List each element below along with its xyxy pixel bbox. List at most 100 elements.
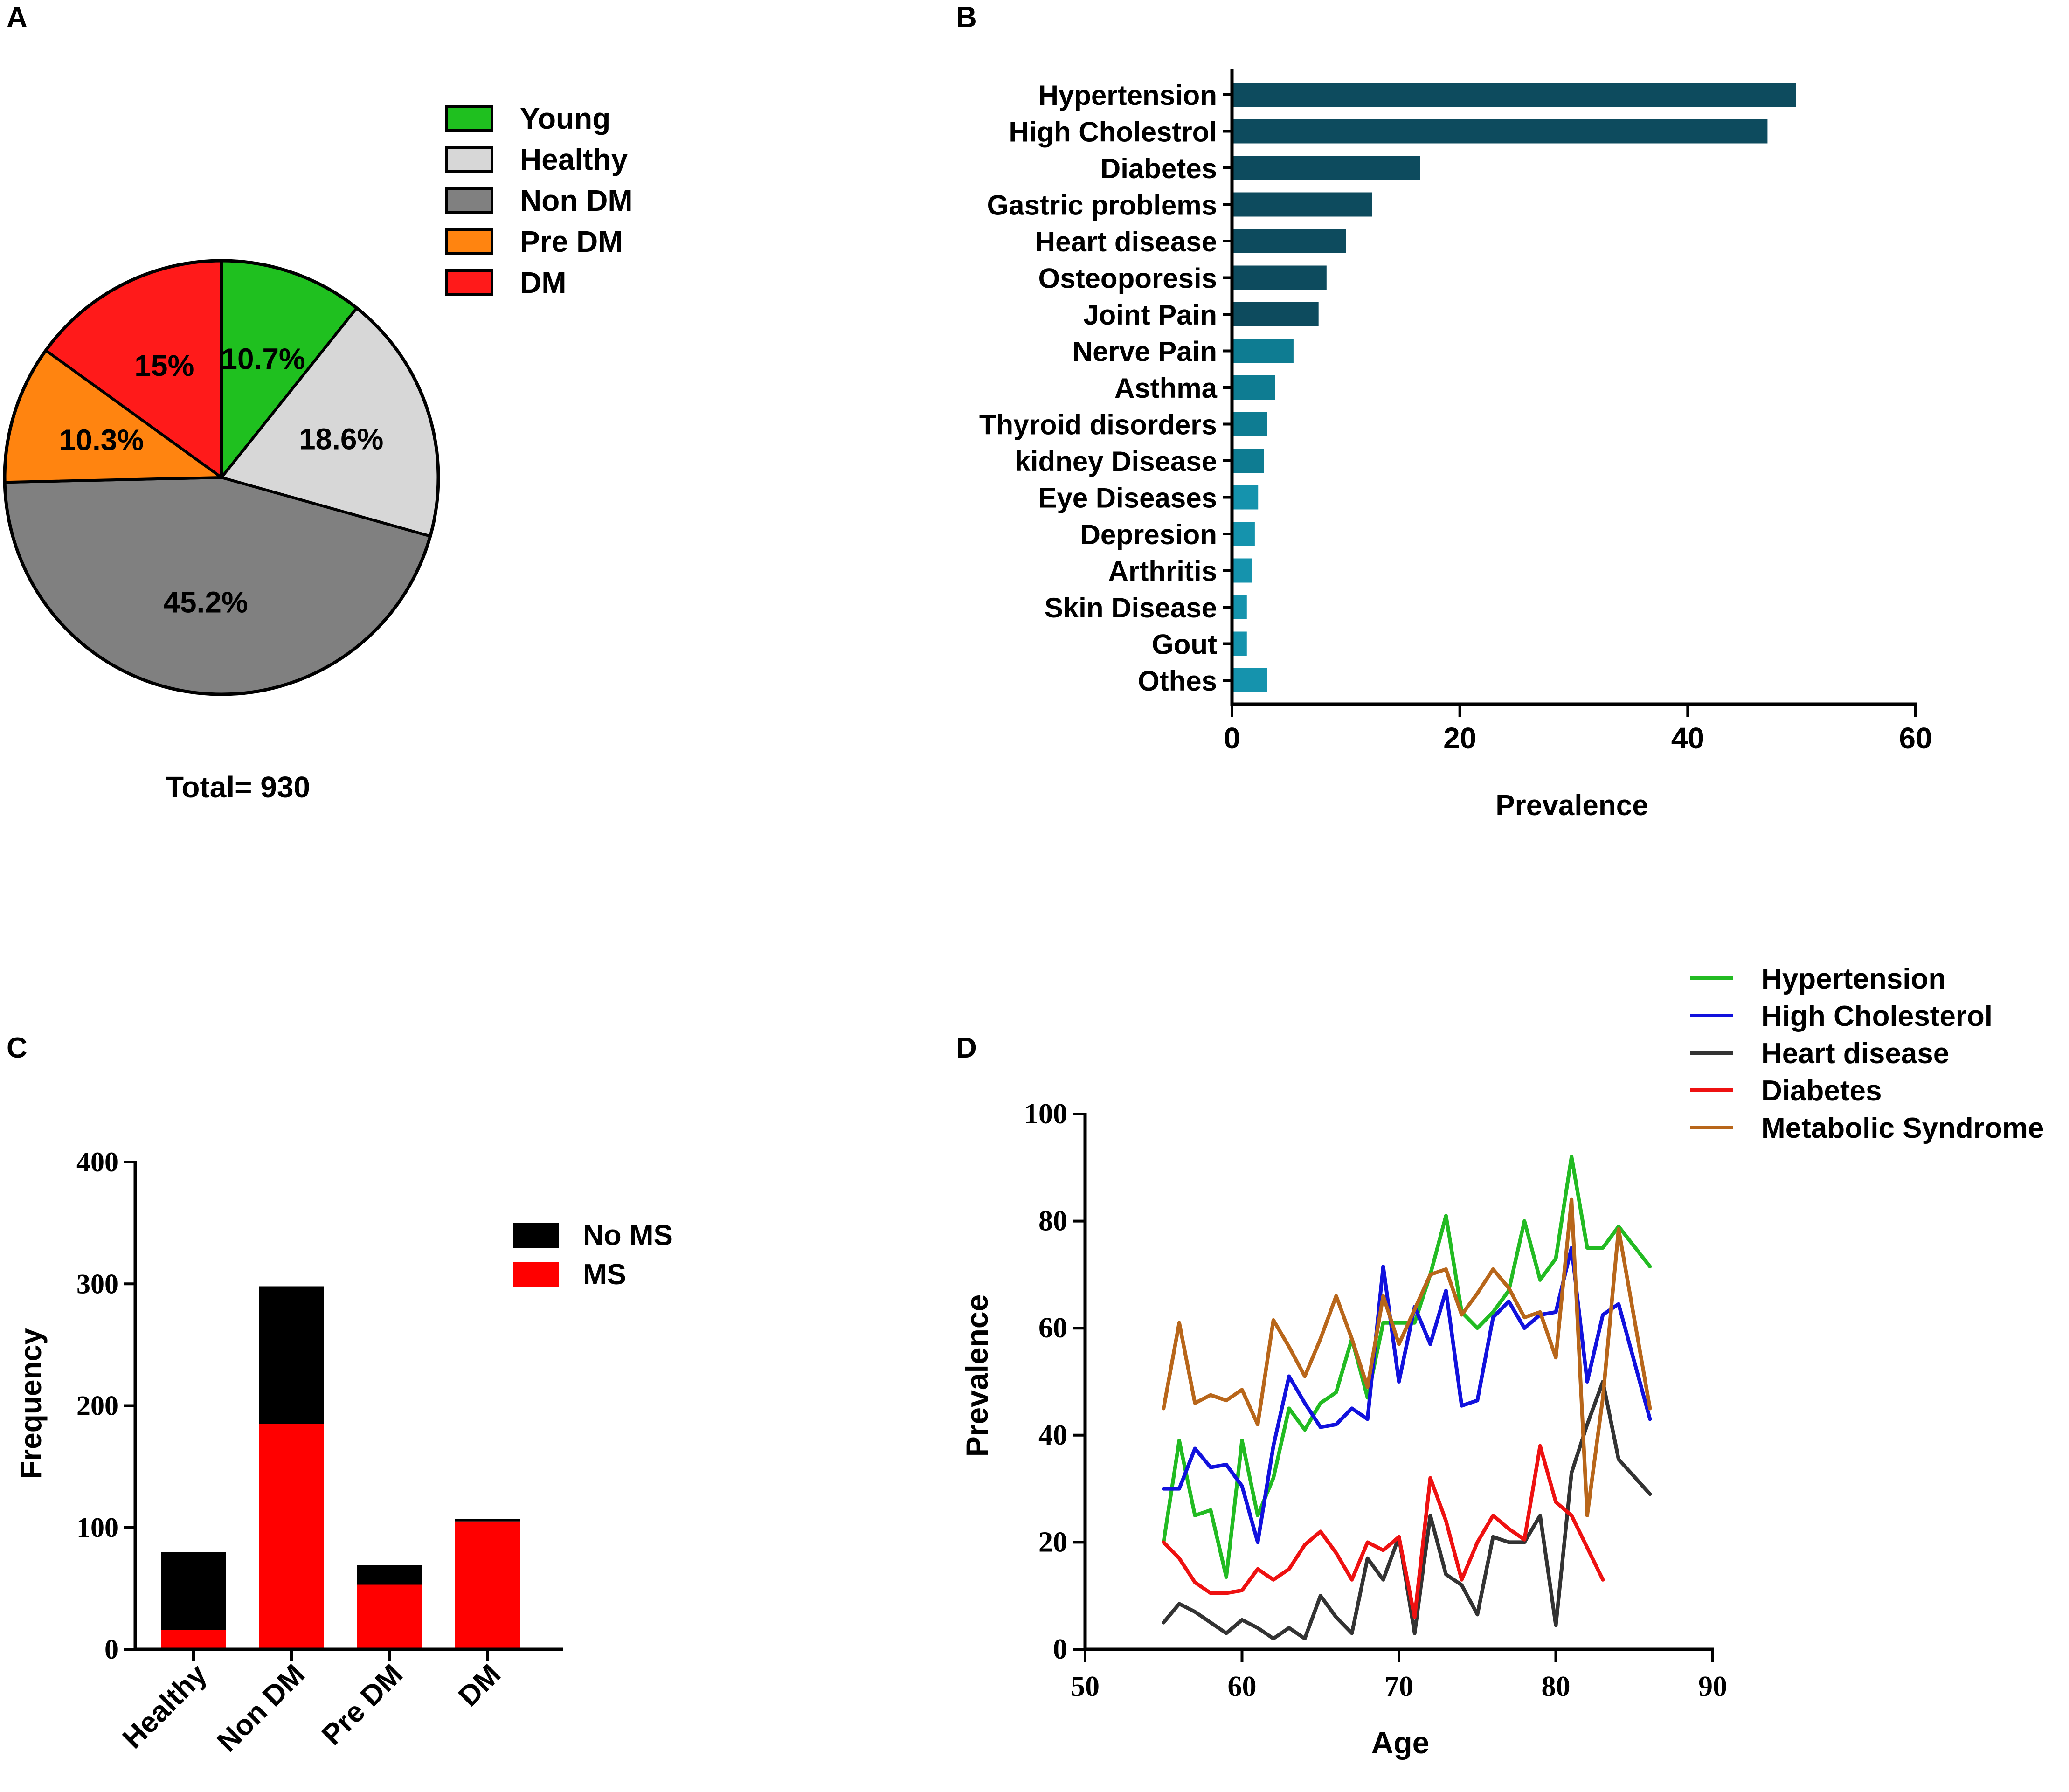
d-y-tick-label: 100 xyxy=(1024,1098,1067,1130)
legend-swatch xyxy=(445,105,493,132)
pie-total-label: Total= 930 xyxy=(166,770,310,804)
d-x-tick-label: 70 xyxy=(1384,1671,1413,1702)
b-category-label: Heart disease xyxy=(1035,226,1217,257)
b-x-axis-label: Prevalence xyxy=(1495,789,1648,822)
b-category-label: Gout xyxy=(1152,629,1217,660)
b-bar xyxy=(1232,229,1346,253)
pie-labels: 10.7% 18.6% 45.2% 10.3% 15% xyxy=(59,342,384,619)
d-y-tick-label: 80 xyxy=(1038,1205,1067,1237)
d-legend-label: High Cholesterol xyxy=(1761,1000,1993,1032)
panel-label-d: D xyxy=(956,1032,977,1064)
b-bar xyxy=(1232,522,1255,546)
d-legend-label: Hypertension xyxy=(1761,963,1946,995)
b-category-label: Hypertension xyxy=(1038,80,1217,111)
c-y-tick-label: 0 xyxy=(104,1634,118,1665)
pie-slice-label: 10.3% xyxy=(59,423,144,457)
panel-a-pie-chart: 10.7% 18.6% 45.2% 10.3% 15% Young Healthy Non … xyxy=(3,102,633,804)
b-category-label: Thyroid disorders xyxy=(979,409,1217,441)
b-bar xyxy=(1232,631,1247,656)
panel-b-bar-chart: Hypertension High Cholestrol Diabetes Gastr… xyxy=(979,69,1932,822)
d-legend-label: Diabetes xyxy=(1761,1075,1882,1107)
d-series-line-diabetes xyxy=(1162,1444,1605,1619)
d-x-tick-label: 90 xyxy=(1698,1671,1727,1702)
d-x-axis-label: Age xyxy=(1371,1725,1430,1760)
c-bar-ms xyxy=(455,1521,520,1649)
c-y-tick-label: 100 xyxy=(76,1512,118,1543)
b-bar xyxy=(1232,156,1420,180)
legend-label: DM xyxy=(520,266,567,299)
c-bar-no-ms xyxy=(161,1552,226,1630)
pie-slice-label: 45.2% xyxy=(163,586,248,619)
b-x-tick-label: 20 xyxy=(1443,721,1476,755)
b-category-label: Gastric problems xyxy=(987,190,1217,221)
d-legend-label: Metabolic Syndrome xyxy=(1761,1112,2044,1144)
b-category-label: Joint Pain xyxy=(1083,299,1217,331)
b-category-label: Arthritis xyxy=(1108,556,1217,587)
c-y-tick-label: 200 xyxy=(76,1391,118,1421)
d-y-tick-label: 40 xyxy=(1038,1419,1067,1451)
d-y-tick-label: 20 xyxy=(1038,1526,1067,1558)
panel-label-b: B xyxy=(956,1,977,34)
d-x-tick-label: 50 xyxy=(1071,1671,1100,1702)
b-category-label: Osteoporesis xyxy=(1038,263,1217,294)
pie-legend: Young Healthy Non DM Pre DM DM xyxy=(445,102,633,299)
b-bar xyxy=(1232,83,1796,107)
b-bar xyxy=(1232,375,1275,400)
b-category-label: Skin Disease xyxy=(1045,592,1217,623)
c-legend: No MS MS xyxy=(513,1219,673,1291)
b-category-label: Nerve Pain xyxy=(1073,336,1217,367)
b-category-label: High Cholestrol xyxy=(1009,117,1217,148)
legend-swatch xyxy=(445,146,493,173)
legend-swatch xyxy=(445,228,493,255)
b-category-label: Depresion xyxy=(1080,519,1217,550)
c-y-axis-label: Frequency xyxy=(14,1328,48,1479)
panel-label-c: C xyxy=(7,1032,28,1064)
c-bar-ms xyxy=(357,1584,422,1649)
d-lines xyxy=(1162,1155,1652,1640)
d-legend-label: Heart disease xyxy=(1761,1038,1949,1070)
b-bar xyxy=(1232,668,1267,692)
legend-swatch xyxy=(445,269,493,296)
b-category-label: Asthma xyxy=(1114,373,1218,404)
c-y-tick-label: 300 xyxy=(76,1268,118,1299)
d-legend: Hypertension High Cholesterol Heart diseas… xyxy=(1690,963,2044,1144)
b-bar xyxy=(1232,265,1327,290)
b-bars xyxy=(1232,83,1796,692)
c-bar-no-ms xyxy=(259,1286,324,1424)
c-bars xyxy=(161,1286,520,1649)
b-bar xyxy=(1232,449,1264,473)
b-bar xyxy=(1232,119,1768,144)
legend-label: Young xyxy=(520,102,610,135)
b-bar xyxy=(1232,595,1247,619)
pie-slice-label: 10.7% xyxy=(221,342,305,376)
legend-label: Healthy xyxy=(520,143,628,176)
b-category-label: Othes xyxy=(1138,665,1217,697)
panel-label-a: A xyxy=(7,1,28,34)
c-bar-no-ms xyxy=(455,1519,520,1522)
b-bar xyxy=(1232,485,1259,510)
pie-slice-label: 18.6% xyxy=(299,422,383,456)
legend-label: Pre DM xyxy=(520,225,623,258)
legend-label: Non DM xyxy=(520,184,633,217)
d-y-axis-label: Prevalence xyxy=(960,1294,994,1457)
pie-outline xyxy=(3,259,440,696)
c-bar-no-ms xyxy=(357,1565,422,1585)
c-bar-ms xyxy=(259,1424,324,1649)
d-series-line-metabolic-syndrome xyxy=(1162,1197,1652,1517)
c-legend-label: No MS xyxy=(583,1219,673,1252)
b-category-label: Diabetes xyxy=(1100,153,1217,184)
c-y-tick-label: 400 xyxy=(76,1147,118,1177)
d-x-tick-label: 60 xyxy=(1228,1671,1257,1702)
d-axes: 50 60 70 80 90 0 20 40 60 80 100 xyxy=(1024,1098,1727,1702)
b-bar xyxy=(1232,558,1252,583)
panel-d-line-chart: 50 60 70 80 90 0 20 40 60 80 100 Hypertension High … xyxy=(960,963,2044,1760)
b-x-tick-label: 60 xyxy=(1899,721,1932,755)
d-x-tick-label: 80 xyxy=(1542,1671,1571,1702)
c-legend-swatch xyxy=(513,1223,559,1248)
b-bar xyxy=(1232,192,1372,217)
b-category-label: kidney Disease xyxy=(1015,446,1217,477)
c-bar-ms xyxy=(161,1630,226,1649)
d-y-tick-label: 60 xyxy=(1038,1312,1067,1344)
